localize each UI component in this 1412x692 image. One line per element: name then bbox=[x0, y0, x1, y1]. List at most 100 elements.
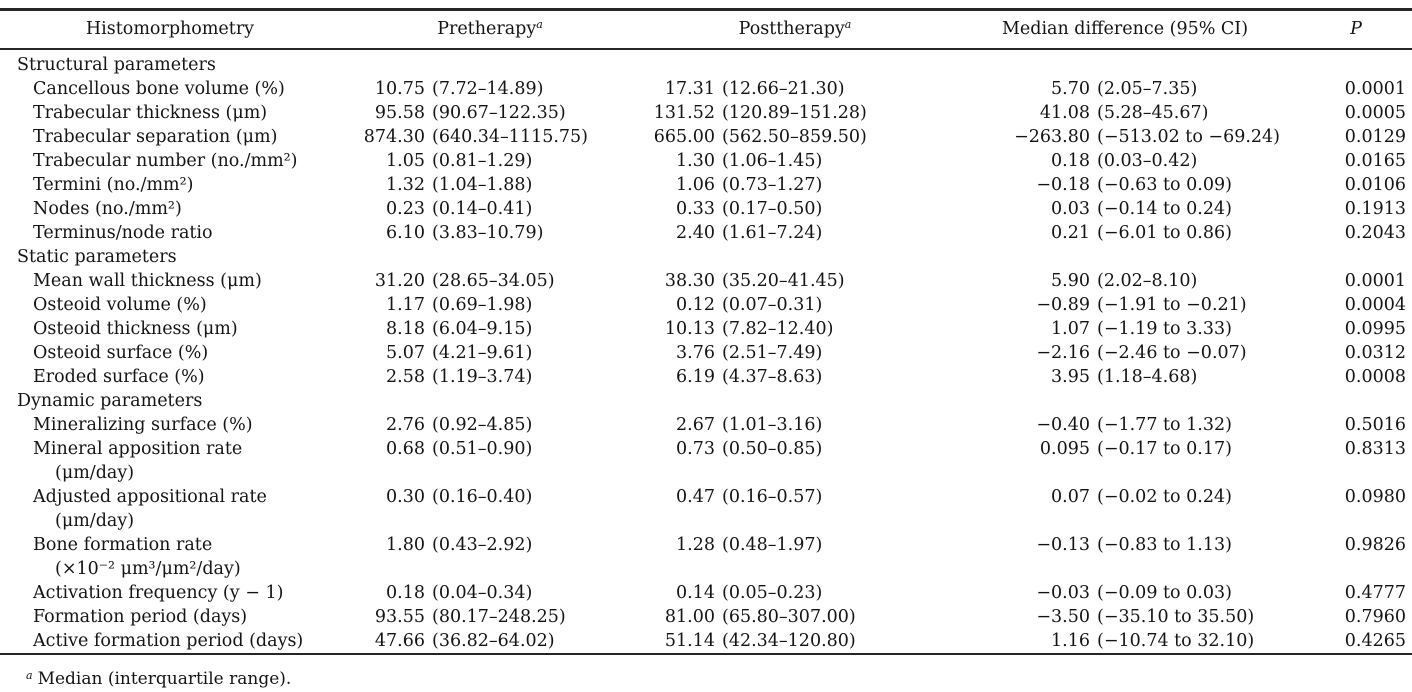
p-value: 0.9826 bbox=[1344, 535, 1406, 555]
pretherapy-value: 95.58 (90.67–122.35) bbox=[340, 101, 640, 125]
median-value: 81.00 bbox=[664, 607, 715, 627]
median-value: 2.67 bbox=[676, 415, 715, 435]
range-value: (0.51–0.90) bbox=[432, 439, 533, 459]
median-value: 1.80 bbox=[386, 535, 425, 555]
table-row: Trabecular number (no./mm²) 1.05 (0.81–1.2… bbox=[0, 149, 1412, 173]
range-value: (7.82–12.40) bbox=[722, 319, 834, 339]
posttherapy-value: 2.40 (1.61–7.24) bbox=[640, 221, 950, 245]
posttherapy-value: 1.06 (0.73–1.27) bbox=[640, 173, 950, 197]
table-row: Bone formation rate (×10⁻² μm³/μm²/day) 1.… bbox=[0, 533, 1412, 581]
p-value: 0.8313 bbox=[1344, 439, 1406, 459]
posttherapy-value: 0.33 (0.17–0.50) bbox=[640, 197, 950, 221]
range-value: (0.69–1.98) bbox=[432, 295, 533, 315]
posttherapy-value: 0.12 (0.07–0.31) bbox=[640, 293, 950, 317]
col-header-histomorphometry: Histomorphometry bbox=[0, 9, 340, 50]
range-value: (−0.14 to 0.24) bbox=[1097, 199, 1232, 219]
range-value: (−0.63 to 0.09) bbox=[1097, 175, 1232, 195]
median-difference-value: 5.70 (2.05–7.35) bbox=[950, 77, 1300, 101]
median-value: 47.66 bbox=[374, 631, 425, 651]
table-row: Termini (no./mm²) 1.32 (1.04–1.88) 1.06 (0.7… bbox=[0, 173, 1412, 197]
range-value: (28.65–34.05) bbox=[432, 271, 555, 291]
median-difference-value: 1.16 (−10.74 to 32.10) bbox=[950, 629, 1300, 654]
parameter-label: Osteoid surface (%) bbox=[0, 341, 340, 365]
median-value: 5.90 bbox=[1051, 271, 1090, 291]
col-header-sup: a bbox=[536, 18, 543, 31]
median-value: −0.89 bbox=[1036, 295, 1090, 315]
table-row: Osteoid volume (%) 1.17 (0.69–1.98) 0.12 (0.… bbox=[0, 293, 1412, 317]
median-value: 5.70 bbox=[1051, 79, 1090, 99]
range-value: (4.37–8.63) bbox=[722, 367, 823, 387]
p-value: 0.0980 bbox=[1344, 487, 1406, 507]
median-value: 1.32 bbox=[386, 175, 425, 195]
histomorphometry-table: Histomorphometry Pretherapya Posttherapy… bbox=[0, 8, 1412, 655]
median-difference-value: 0.095 (−0.17 to 0.17) bbox=[950, 437, 1300, 485]
median-value: 6.10 bbox=[386, 223, 425, 243]
parameter-label: Terminus/node ratio bbox=[0, 221, 340, 245]
range-value: (0.04–0.34) bbox=[432, 583, 533, 603]
parameter-name: Adjusted appositional rate bbox=[33, 487, 267, 507]
table-row: Cancellous bone volume (%) 10.75 (7.72–14.… bbox=[0, 77, 1412, 101]
range-value: (3.83–10.79) bbox=[432, 223, 544, 243]
median-difference-value: 5.90 (2.02–8.10) bbox=[950, 269, 1300, 293]
col-header-posttherapy: Posttherapya bbox=[640, 9, 950, 50]
range-value: (42.34–120.80) bbox=[722, 631, 856, 651]
range-value: (−0.02 to 0.24) bbox=[1097, 487, 1232, 507]
section-header: Structural parameters bbox=[17, 55, 216, 75]
pretherapy-value: 0.68 (0.51–0.90) bbox=[340, 437, 640, 485]
section-header-row: Dynamic parameters bbox=[0, 389, 1412, 413]
range-value: (−2.46 to −0.07) bbox=[1097, 343, 1247, 363]
table-row: Mineral apposition rate (μm/day) 0.68 (0.51… bbox=[0, 437, 1412, 485]
range-value: (0.17–0.50) bbox=[722, 199, 823, 219]
median-value: 0.07 bbox=[1051, 487, 1090, 507]
median-value: 17.31 bbox=[664, 79, 715, 99]
p-value: 0.4777 bbox=[1344, 583, 1406, 603]
range-value: (1.61–7.24) bbox=[722, 223, 823, 243]
parameter-name: Eroded surface (%) bbox=[33, 367, 205, 387]
col-header-pretherapy: Pretherapya bbox=[340, 9, 640, 50]
median-value: −2.16 bbox=[1036, 343, 1090, 363]
range-value: (0.16–0.40) bbox=[432, 487, 533, 507]
table-row: Formation period (days) 93.55 (80.17–248.2… bbox=[0, 605, 1412, 629]
parameter-unit: (μm/day) bbox=[55, 463, 135, 483]
median-value: 0.095 bbox=[1039, 439, 1090, 459]
range-value: (1.01–3.16) bbox=[722, 415, 823, 435]
section-header-row: Structural parameters bbox=[0, 49, 1412, 77]
median-value: 1.30 bbox=[676, 151, 715, 171]
p-value: 0.0995 bbox=[1344, 319, 1406, 339]
median-value: 0.23 bbox=[386, 199, 425, 219]
parameter-label: Activation frequency (y − 1) bbox=[0, 581, 340, 605]
median-value: 6.19 bbox=[676, 367, 715, 387]
median-value: 0.30 bbox=[386, 487, 425, 507]
range-value: (80.17–248.25) bbox=[432, 607, 566, 627]
median-value: 0.73 bbox=[676, 439, 715, 459]
range-value: (0.07–0.31) bbox=[722, 295, 823, 315]
parameter-name: Nodes (no./mm²) bbox=[33, 199, 182, 219]
median-value: 95.58 bbox=[374, 103, 425, 123]
median-value: 93.55 bbox=[374, 607, 425, 627]
pretherapy-value: 1.05 (0.81–1.29) bbox=[340, 149, 640, 173]
parameter-label: Trabecular thickness (μm) bbox=[0, 101, 340, 125]
median-value: 31.20 bbox=[374, 271, 425, 291]
range-value: (4.21–9.61) bbox=[432, 343, 533, 363]
median-value: −263.80 bbox=[1014, 127, 1090, 147]
col-header-text: Histomorphometry bbox=[85, 19, 255, 39]
parameter-label: Nodes (no./mm²) bbox=[0, 197, 340, 221]
range-value: (640.34–1115.75) bbox=[432, 127, 589, 147]
median-value: 38.30 bbox=[664, 271, 715, 291]
section-header: Dynamic parameters bbox=[17, 391, 203, 411]
parameter-name: Trabecular thickness (μm) bbox=[33, 103, 268, 123]
median-difference-value: −0.40 (−1.77 to 1.32) bbox=[950, 413, 1300, 437]
p-value: 0.2043 bbox=[1344, 223, 1406, 243]
pretherapy-value: 1.80 (0.43–2.92) bbox=[340, 533, 640, 581]
range-value: (0.03–0.42) bbox=[1097, 151, 1198, 171]
parameter-label: Adjusted appositional rate (μm/day) bbox=[0, 485, 340, 533]
parameter-name: Osteoid volume (%) bbox=[33, 295, 207, 315]
parameter-name: Cancellous bone volume (%) bbox=[33, 79, 285, 99]
table-footnote: a Median (interquartile range). bbox=[0, 668, 1412, 690]
parameter-label: Termini (no./mm²) bbox=[0, 173, 340, 197]
median-difference-value: 41.08 (5.28–45.67) bbox=[950, 101, 1300, 125]
p-value: 0.0001 bbox=[1344, 79, 1406, 99]
parameter-label: Osteoid volume (%) bbox=[0, 293, 340, 317]
median-value: 0.14 bbox=[676, 583, 715, 603]
median-value: 874.30 bbox=[363, 127, 425, 147]
